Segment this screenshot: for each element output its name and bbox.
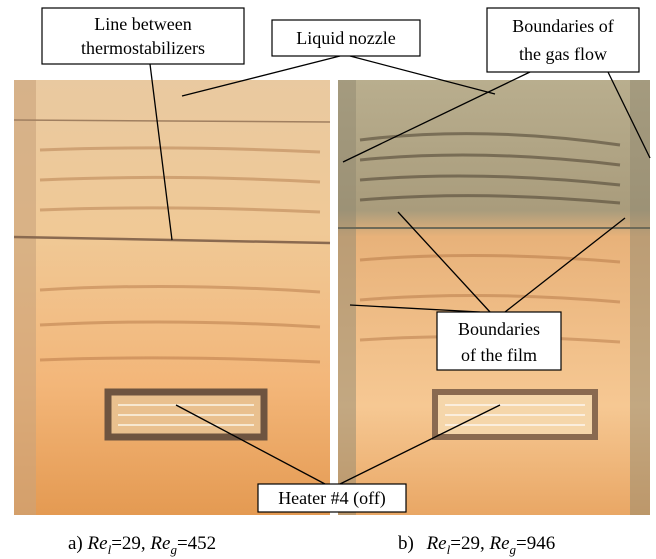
figure: Line between thermostabilizers Liquid no… — [0, 0, 656, 559]
label-box: Boundaries of the gas flow — [487, 8, 639, 72]
label-line: the gas flow — [519, 44, 607, 64]
label-line: Boundaries — [458, 319, 540, 339]
caption: b) Rel=29, Reg=946 — [398, 533, 555, 557]
label-box: Heater #4 (off) — [258, 484, 406, 512]
equation: =29, — [450, 533, 484, 554]
label-line: Boundaries of — [512, 16, 613, 36]
panel-label: b) — [398, 533, 414, 554]
photo-a — [14, 80, 330, 515]
label-box: Line between thermostabilizers — [42, 8, 244, 64]
equation: =452 — [177, 533, 216, 554]
variable: Re — [87, 533, 108, 554]
label-line: Heater #4 (off) — [278, 488, 386, 509]
variable: Re — [488, 533, 509, 554]
equation: =29, — [111, 533, 145, 554]
equation: =946 — [516, 533, 555, 554]
panel-label: a) — [68, 533, 83, 554]
label-line: of the film — [461, 345, 537, 365]
label-line: Liquid nozzle — [296, 28, 395, 48]
label-box: Boundaries of the film — [437, 312, 561, 370]
label-line: Line between — [94, 14, 191, 34]
variable: Re — [426, 533, 447, 554]
label-box: Liquid nozzle — [272, 20, 420, 56]
variable: Re — [149, 533, 170, 554]
caption: a) Rel=29, Reg=452 — [68, 533, 216, 557]
label-line: thermostabilizers — [81, 38, 205, 58]
photo-b — [338, 80, 650, 515]
